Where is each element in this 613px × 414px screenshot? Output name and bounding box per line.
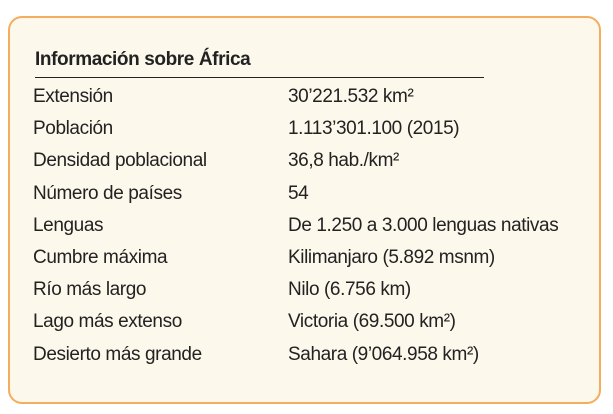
- row-label: Densidad poblacional: [33, 150, 207, 172]
- row-value: Sahara (9’064.958 km²): [288, 343, 479, 365]
- row-value: De 1.250 a 3.000 lenguas nativas: [288, 214, 559, 236]
- row-value: 54: [288, 182, 309, 204]
- row-label: Río más largo: [33, 279, 147, 301]
- row-value: 1.113’301.100 (2015): [288, 118, 460, 140]
- row-value: 36,8 hab./km²: [288, 150, 399, 172]
- row-value: Victoria (69.500 km²): [288, 311, 456, 333]
- row-label: Lenguas: [33, 214, 104, 236]
- row-label: Cumbre máxima: [33, 247, 168, 268]
- title-rule: [35, 77, 484, 78]
- row-label: Número de países: [33, 182, 182, 204]
- row-value: 30’221.532 km²: [288, 86, 414, 107]
- info-box: [8, 16, 601, 404]
- row-label: Extensión: [33, 86, 113, 107]
- table-title: Información sobre África: [35, 49, 251, 70]
- row-label: Población: [33, 118, 113, 140]
- row-value: Nilo (6.756 km): [288, 279, 411, 301]
- row-label: Desierto más grande: [33, 343, 202, 365]
- row-label: Lago más extenso: [33, 311, 182, 333]
- row-value: Kilimanjaro (5.892 msnm): [288, 247, 495, 268]
